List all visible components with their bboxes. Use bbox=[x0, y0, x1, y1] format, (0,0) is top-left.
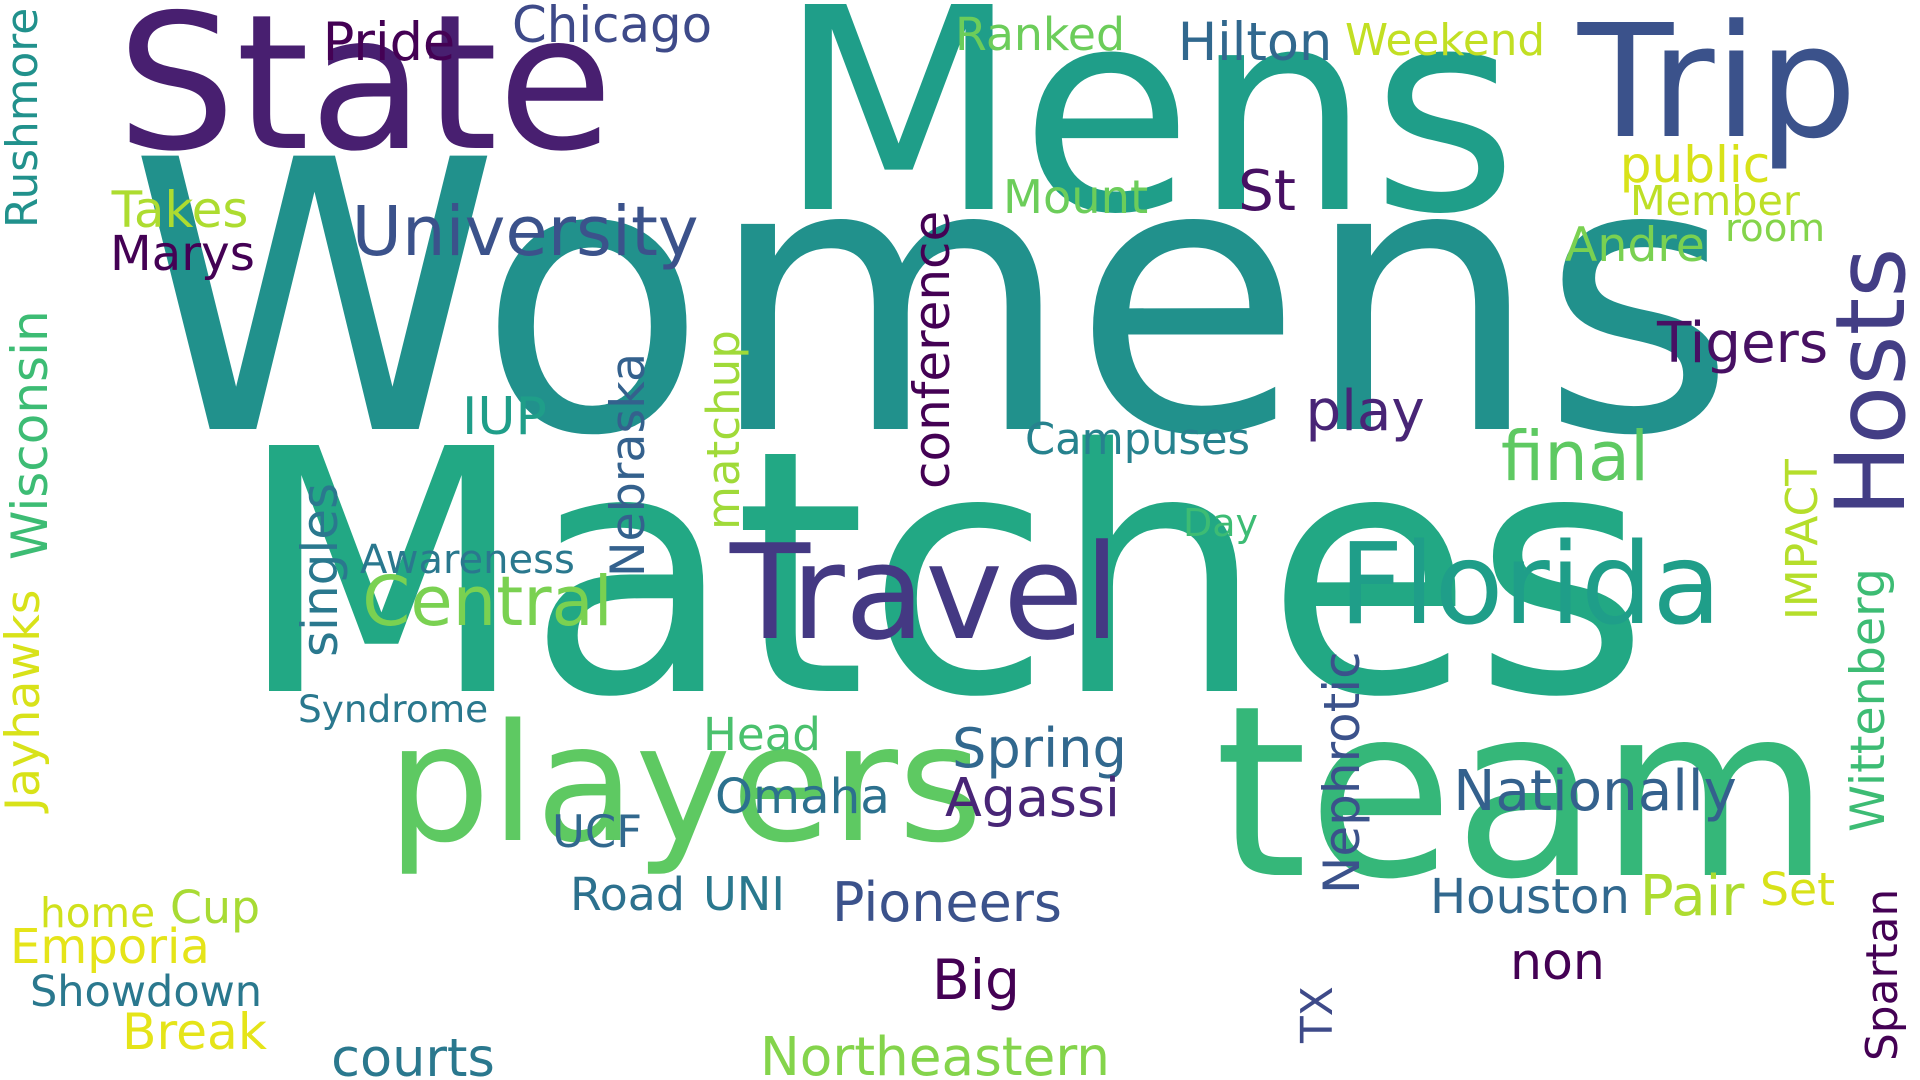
word-agassi: Agassi bbox=[945, 765, 1120, 829]
word-matches: Matches bbox=[235, 378, 1650, 772]
word-play: play bbox=[1305, 379, 1425, 445]
word-home: home bbox=[40, 888, 156, 937]
word-uni: UNI bbox=[703, 867, 785, 922]
word-womens: Womens bbox=[128, 81, 1737, 518]
word-pioneers: Pioneers bbox=[832, 870, 1062, 934]
word-houston: Houston bbox=[1430, 869, 1630, 926]
word-team: team bbox=[1214, 656, 1831, 933]
word-northeastern: Northeastern bbox=[760, 1025, 1111, 1080]
word-head: Head bbox=[703, 707, 821, 761]
word-spartan: Spartan bbox=[1856, 888, 1908, 1061]
word-courts: courts bbox=[331, 1027, 495, 1080]
word-cup: Cup bbox=[170, 880, 261, 935]
word-tx: TX bbox=[1291, 986, 1343, 1044]
word-campuses: Campuses bbox=[1025, 414, 1251, 465]
word-hilton: Hilton bbox=[1177, 11, 1333, 73]
word-member: Member bbox=[1630, 177, 1800, 226]
word-mens: Mens bbox=[777, 0, 1518, 276]
word-ucf: UCF bbox=[552, 805, 643, 859]
word-rushmore: Rushmore bbox=[0, 7, 48, 228]
word-central: Central bbox=[362, 562, 613, 643]
word-st: St bbox=[1238, 159, 1296, 225]
word-andre: Andre bbox=[1565, 218, 1705, 274]
word-travel: Travel bbox=[729, 515, 1121, 669]
word-nebraska: Nebraska bbox=[601, 352, 657, 577]
word-showdown: Showdown bbox=[30, 967, 263, 1017]
word-matchup: matchup bbox=[697, 330, 751, 530]
word-omaha: Omaha bbox=[715, 769, 890, 826]
word-nephrotic: Nephrotic bbox=[1313, 651, 1371, 894]
word-pair: Pair bbox=[1639, 864, 1745, 930]
word-marys: Marys bbox=[110, 225, 255, 282]
word-room: room bbox=[1725, 206, 1826, 252]
word-emporia: Emporia bbox=[10, 919, 210, 976]
word-singles: singles bbox=[291, 482, 349, 657]
word-state: State bbox=[116, 0, 614, 194]
word-day: Day bbox=[1183, 501, 1259, 545]
word-hosts: Hosts bbox=[1815, 247, 1920, 518]
word-conference: conference bbox=[903, 210, 961, 490]
word-break: Break bbox=[122, 1002, 267, 1062]
word-iup: IUP bbox=[462, 387, 547, 448]
word-wisconsin: Wisconsin bbox=[1, 310, 59, 560]
word-wittenberg: Wittenberg bbox=[1841, 568, 1897, 832]
word-chicago: Chicago bbox=[512, 0, 713, 55]
word-set: Set bbox=[1760, 863, 1836, 917]
word-syndrome: Syndrome bbox=[298, 687, 489, 732]
word-non: non bbox=[1510, 932, 1605, 992]
word-final: final bbox=[1500, 417, 1650, 498]
word-pride: Pride bbox=[322, 11, 456, 73]
word-takes: Takes bbox=[111, 181, 249, 239]
word-public: public bbox=[1619, 136, 1771, 194]
word-trip: Trip bbox=[1577, 0, 1858, 174]
word-players: players bbox=[387, 689, 983, 879]
word-mount: Mount bbox=[1003, 170, 1149, 225]
word-impact: IMPACT bbox=[1776, 459, 1828, 621]
word-road: Road bbox=[570, 866, 685, 921]
word-big: Big bbox=[932, 948, 1020, 1012]
word-tigers: Tigers bbox=[1657, 311, 1829, 377]
word-ranked: Ranked bbox=[955, 6, 1126, 61]
word-spring: Spring bbox=[952, 717, 1127, 781]
word-awareness: Awareness bbox=[360, 537, 575, 583]
word-jayhawks: Jayhawks bbox=[0, 589, 52, 811]
word-nationally: Nationally bbox=[1453, 759, 1737, 825]
word-weekend: Weekend bbox=[1345, 16, 1546, 67]
word-university: University bbox=[351, 192, 699, 273]
word-florida: Florida bbox=[1338, 518, 1722, 650]
